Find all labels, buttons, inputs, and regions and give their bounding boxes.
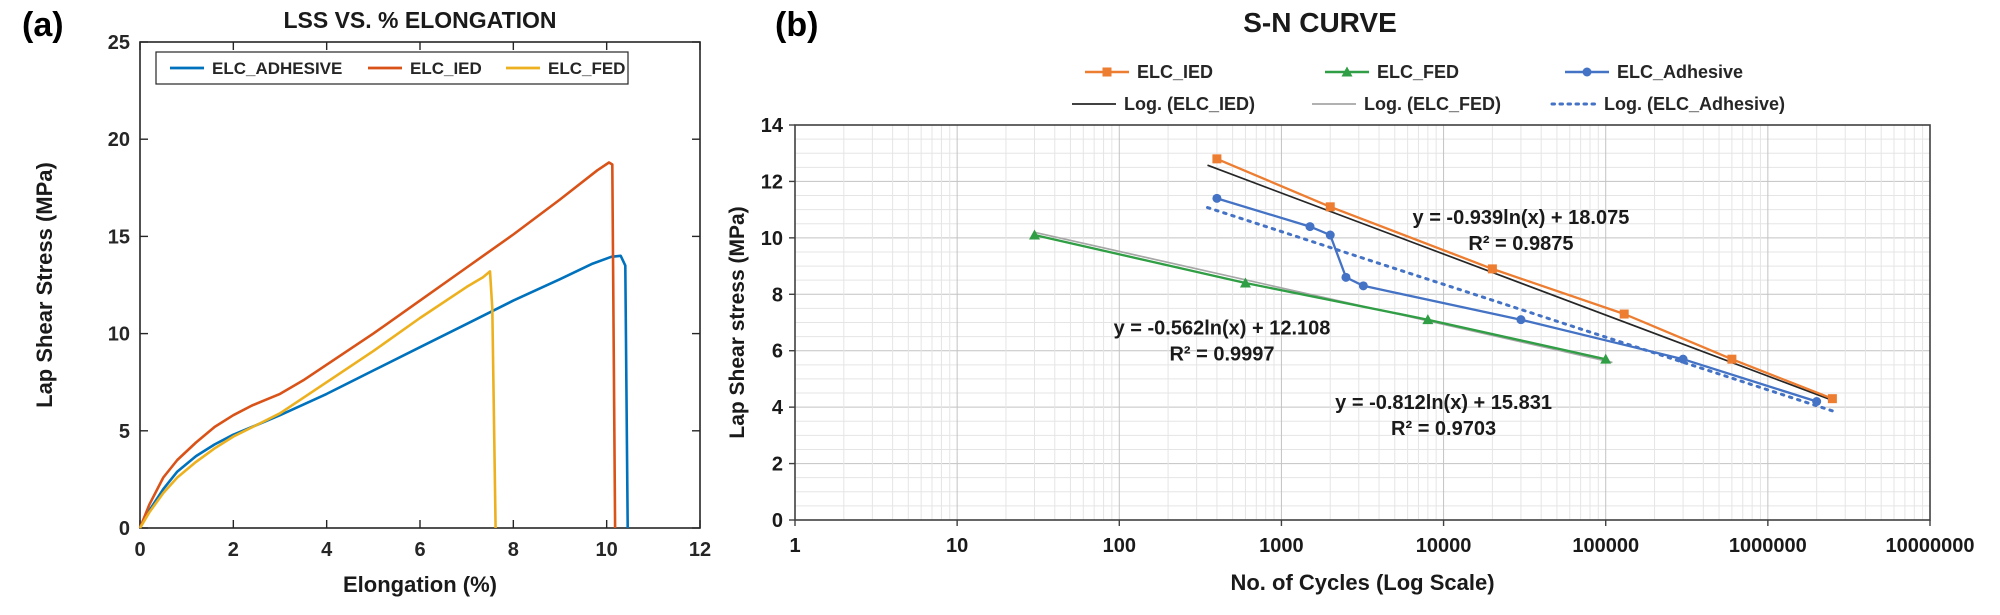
axes: 0 2 4 6 8 10 12 14 1 10 100 1000 10000 100000 1000000 1… [761, 115, 1975, 557]
marker-circle [1516, 315, 1526, 325]
x-tick-label: 2 [228, 539, 239, 561]
y-tick-label: 0 [119, 518, 130, 540]
marker-circle [1812, 397, 1822, 406]
y-tick-label: 5 [119, 421, 130, 443]
legend: ELC_ADHESIVE ELC_IED ELC_FED [155, 51, 629, 85]
legend-label: ELC_Adhesive [1617, 62, 1743, 82]
marker-circle [1358, 281, 1368, 291]
y-tick-label: 14 [761, 115, 784, 137]
marker-square [1619, 309, 1629, 319]
y-axis-title: Lap Shear stress (MPa) [726, 206, 749, 438]
grid [795, 125, 1931, 520]
x-tick-label: 10000000 [1886, 535, 1975, 557]
series-ELC_ADHESIVE [138, 254, 629, 529]
series-ELC_IED [1216, 157, 1833, 400]
y-tick-label: 2 [772, 454, 783, 476]
marker-square [1727, 354, 1737, 364]
legend-label: ELC_IED [1137, 62, 1213, 82]
marker-circle [1678, 354, 1688, 364]
y-tick-label: 12 [761, 171, 783, 193]
x-tick-label: 10 [596, 539, 618, 561]
series-ELC_FED [1034, 233, 1606, 361]
marker-triangle [1239, 277, 1251, 288]
equation-text: y = -0.812ln(x) + 15.831 [1335, 392, 1552, 414]
r-squared-text: R² = 0.9997 [1169, 343, 1274, 365]
x-tick-label: 10000 [1416, 535, 1472, 557]
marker-circle [1325, 230, 1335, 240]
legend-label: Log. (ELC_Adhesive) [1604, 94, 1785, 114]
chart-title: LSS VS. % ELONGATION [283, 7, 556, 33]
panel-a: (a) LSS VS. % ELONGATION 0 5 10 15 20 25 0 2 4 6 8 1… [0, 0, 720, 615]
y-axis-title: Lap Shear Stress (MPa) [32, 162, 57, 408]
x-tick-label: 4 [321, 539, 333, 561]
x-tick-label: 100 [1103, 535, 1136, 557]
marker-circle [1582, 67, 1592, 77]
x-tick-label: 100000 [1572, 535, 1639, 557]
marker-circle [1305, 222, 1315, 232]
marker-circle [1341, 272, 1351, 282]
panel-a-label: (a) [22, 6, 64, 44]
y-tick-label: 8 [772, 284, 783, 306]
marker-triangle [1422, 314, 1434, 325]
chart-title: S-N CURVE [1243, 7, 1397, 38]
legend-label: ELC_IED [410, 59, 482, 78]
series-ELC_IED [138, 161, 617, 529]
x-tick-label: 1000000 [1729, 535, 1807, 557]
marker-triangle [1029, 229, 1041, 240]
marker-square [1827, 394, 1837, 404]
x-tick-label: 1 [789, 535, 800, 557]
trendline-Log. (ELC_FED) [1034, 231, 1613, 364]
plot-border [794, 124, 1931, 521]
marker-square [1487, 264, 1497, 274]
r-squared-text: R² = 0.9875 [1468, 233, 1573, 255]
marker-square [1325, 202, 1335, 212]
trendline-equation: y = -0.939ln(x) + 18.075 R² = 0.9875 [1413, 207, 1630, 255]
x-tick-label: 10 [946, 535, 968, 557]
x-tick-label: 12 [689, 539, 711, 561]
panel-b: (b) S-N CURVE ELC_IED ELC_FED ELC_Adhesive L… [720, 0, 2000, 615]
equation-text: y = -0.562ln(x) + 12.108 [1114, 317, 1331, 339]
marker-square [1212, 154, 1222, 164]
y-tick-label: 20 [108, 129, 130, 151]
x-axis-title: No. of Cycles (Log Scale) [1230, 570, 1494, 595]
y-tick-label: 25 [108, 32, 130, 54]
series-ELC_FED [138, 270, 497, 529]
x-tick-label: 6 [414, 539, 425, 561]
legend: ELC_IED ELC_FED ELC_Adhesive Log. (ELC_IED)… [1072, 62, 1785, 114]
marker-circle [1212, 193, 1222, 203]
marker-triangle [1341, 66, 1353, 77]
plot-border [139, 41, 701, 529]
axes: 0 5 10 15 20 25 0 2 4 6 8 10 12 [108, 32, 711, 561]
y-tick-label: 6 [772, 341, 783, 363]
legend-label: ELC_FED [548, 59, 625, 78]
panel-b-label: (b) [775, 6, 819, 44]
legend-label: Log. (ELC_IED) [1124, 94, 1255, 114]
legend-label: ELC_FED [1377, 62, 1459, 82]
x-tick-label: 1000 [1259, 535, 1304, 557]
marker-triangle [1600, 353, 1612, 364]
y-tick-label: 0 [772, 510, 783, 532]
trendline-equation: y = -0.812ln(x) + 15.831 R² = 0.9703 [1335, 392, 1552, 440]
equation-text: y = -0.939ln(x) + 18.075 [1413, 207, 1630, 229]
y-tick-label: 15 [108, 226, 130, 248]
x-tick-label: 0 [134, 539, 145, 561]
sn-curve-chart: S-N CURVE ELC_IED ELC_FED ELC_Adhesive Log. … [726, 7, 1975, 595]
legend-label: ELC_ADHESIVE [212, 59, 342, 78]
y-tick-label: 10 [108, 324, 130, 346]
r-squared-text: R² = 0.9703 [1391, 418, 1496, 440]
x-axis-title: Elongation (%) [343, 572, 497, 597]
legend-label: Log. (ELC_FED) [1364, 94, 1501, 114]
y-tick-label: 10 [761, 228, 783, 250]
x-tick-label: 8 [508, 539, 519, 561]
marker-square [1102, 67, 1112, 77]
trendline-equation: y = -0.562ln(x) + 12.108 R² = 0.9997 [1114, 317, 1331, 365]
trendline-Log. (ELC_Adhesive) [1206, 206, 1837, 414]
y-tick-label: 4 [772, 397, 784, 419]
lss-elongation-chart: LSS VS. % ELONGATION 0 5 10 15 20 25 0 2 4 6 8 10 12 E… [32, 7, 711, 597]
